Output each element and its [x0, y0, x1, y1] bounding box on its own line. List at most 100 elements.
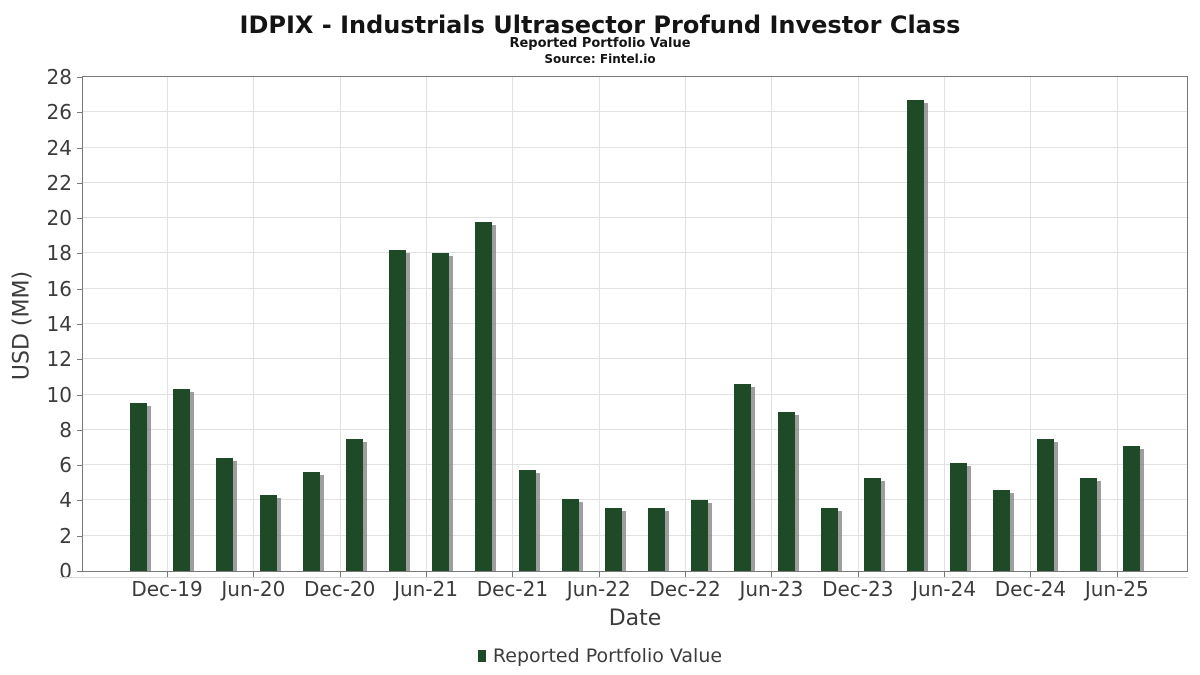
gridline-h-18: [83, 252, 1187, 254]
gridline-v-Dec-19: [167, 77, 168, 571]
y-tick-mark-18: [77, 253, 82, 255]
y-tick-label-22: 22: [46, 170, 72, 195]
x-tick-label-Dec-22: Dec-22: [649, 577, 721, 601]
bar-Mar-24: [907, 99, 925, 571]
gridline-h-4: [83, 499, 1187, 501]
gridline-h-20: [83, 217, 1187, 219]
y-tick-mark-16: [77, 288, 82, 290]
y-tick-mark-12: [77, 359, 82, 361]
y-tick-mark-22: [77, 182, 82, 184]
gridline-h-24: [83, 146, 1187, 148]
bar-Sep-20: [302, 472, 320, 571]
x-tick-label-Jun-22: Jun-22: [566, 577, 631, 601]
x-tick-mark-Jun-23: [771, 572, 773, 577]
bar-Sep-19: [130, 403, 147, 571]
y-tick-label-28: 28: [46, 65, 72, 89]
x-tick-mark-Jun-21: [426, 572, 428, 577]
gridline-v-Dec-22: [685, 77, 687, 571]
x-tick-label-Dec-20: Dec-20: [304, 577, 376, 601]
x-tick-mark-Jun-24: [944, 572, 946, 577]
bar-Sep-23: [820, 507, 838, 571]
gridline-v-Jun-23: [771, 77, 773, 571]
gridline-h-14: [83, 323, 1187, 324]
bar-Mar-21: [389, 249, 407, 571]
bar-Sep-24: [993, 489, 1011, 571]
y-tick-label-12: 12: [46, 347, 72, 372]
gridline-v-Dec-23: [857, 77, 859, 571]
x-tick-mark-Dec-19: [167, 572, 168, 577]
bar-Sep-22: [648, 507, 666, 571]
bar-Mar-22: [561, 498, 579, 571]
bar-Dec-20: [345, 438, 363, 571]
x-tick-label-Jun-23: Jun-23: [739, 577, 804, 601]
gridline-v-Jun-24: [944, 77, 946, 571]
plot-area: [82, 76, 1188, 572]
x-tick-mark-Jun-20: [253, 572, 255, 577]
y-tick-mark-24: [77, 147, 82, 149]
bar-Jun-24: [950, 463, 968, 571]
x-tick-mark-Jun-22: [598, 572, 600, 577]
bar-Dec-24: [1036, 438, 1054, 571]
x-axis-baseline: [60, 577, 1188, 578]
gridline-h-26: [83, 111, 1187, 113]
y-tick-mark-8: [77, 429, 82, 431]
bar-Jun-25: [1123, 445, 1140, 571]
bar-Mar-23: [734, 384, 752, 571]
chart-subtitle: Reported Portfolio Value: [509, 36, 691, 51]
x-tick-mark-Dec-22: [685, 572, 687, 577]
x-tick-mark-Dec-21: [512, 572, 514, 577]
gridline-h-22: [83, 181, 1187, 183]
y-tick-label-14: 14: [46, 312, 72, 336]
y-tick-label-24: 24: [46, 135, 72, 160]
chart-source: Source: Fintel.io: [544, 52, 656, 66]
x-tick-label-Dec-19: Dec-19: [131, 577, 203, 601]
x-tick-mark-Dec-23: [857, 572, 859, 577]
x-tick-label-Dec-21: Dec-21: [476, 577, 549, 601]
gridline-v-Dec-21: [512, 77, 514, 571]
gridline-h-8: [83, 428, 1187, 430]
y-tick-mark-20: [77, 218, 82, 220]
x-tick-mark-Dec-20: [339, 572, 341, 577]
x-tick-label-Jun-20: Jun-20: [221, 577, 286, 601]
y-tick-label-16: 16: [46, 276, 72, 301]
y-tick-mark-4: [77, 500, 82, 502]
bar-Jun-21: [432, 253, 450, 571]
chart-title: IDPIX - Industrials Ultrasector Profund …: [239, 11, 961, 39]
y-tick-label-4: 4: [59, 488, 72, 513]
bar-Dec-22: [691, 500, 709, 571]
y-tick-mark-14: [77, 324, 82, 325]
x-tick-label-Dec-23: Dec-23: [822, 577, 894, 601]
bar-Jun-22: [604, 507, 622, 571]
gridline-v-Jun-22: [598, 77, 600, 571]
x-tick-mark-Jun-25: [1116, 572, 1118, 577]
y-tick-label-8: 8: [59, 417, 72, 442]
y-tick-mark-0: [77, 571, 82, 572]
x-tick-mark-Dec-24: [1030, 572, 1032, 577]
legend-label: Reported Portfolio Value: [492, 645, 723, 667]
y-tick-label-26: 26: [46, 100, 72, 125]
y-tick-mark-28: [77, 77, 82, 78]
gridline-h-2: [83, 534, 1187, 536]
x-tick-label-Jun-25: Jun-25: [1084, 577, 1149, 601]
y-tick-label-0: 0: [59, 559, 72, 583]
gridline-h-6: [83, 464, 1187, 466]
bar-Sep-21: [475, 221, 493, 571]
bar-Mar-25: [1079, 477, 1097, 571]
legend-marker-icon: [477, 650, 486, 662]
gridline-v-Dec-20: [339, 77, 341, 571]
gridline-h-12: [83, 358, 1187, 360]
gridline-v-Dec-24: [1030, 77, 1032, 571]
bar-Jun-20: [259, 495, 277, 571]
y-tick-label-20: 20: [46, 206, 72, 231]
gridline-v-Jun-21: [426, 77, 428, 571]
x-tick-label-Jun-24: Jun-24: [912, 577, 977, 601]
gridline-v-Jun-20: [253, 77, 255, 571]
x-tick-label-Jun-21: Jun-21: [394, 577, 458, 601]
bar-Jun-23: [777, 412, 795, 571]
y-tick-mark-2: [77, 535, 82, 537]
y-tick-mark-26: [77, 112, 82, 114]
y-tick-label-2: 2: [59, 523, 72, 548]
bar-Dec-19: [173, 389, 191, 571]
y-tick-label-6: 6: [59, 453, 72, 478]
